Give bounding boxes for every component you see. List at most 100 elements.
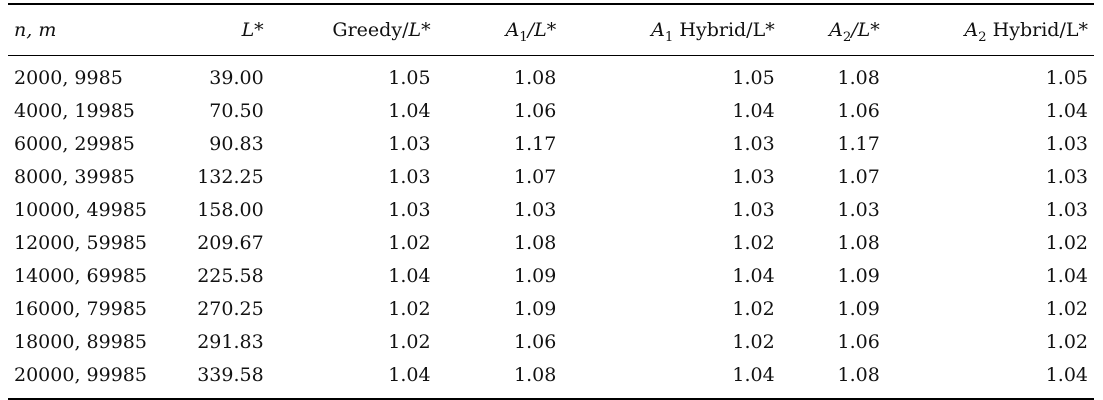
header-a1h-var: A	[651, 19, 665, 41]
cell-a2: 1.07	[837, 166, 880, 188]
cell-l-star: 291.83	[197, 331, 264, 353]
header-row: n, m L* Greedy/L* A1/L* A1 Hybrid/L* A2/…	[8, 4, 1094, 56]
cell-greedy: 1.02	[388, 232, 431, 254]
cell-n-m: 2000, 9985	[14, 67, 123, 89]
cell-a2-hybrid: 1.02	[1045, 232, 1088, 254]
cell-a1: 1.08	[513, 364, 557, 386]
cell-l-star: 225.58	[197, 265, 264, 287]
header-a2-ratio: A2/L*	[781, 4, 886, 56]
cell-a2-hybrid: 1.03	[1045, 133, 1088, 155]
header-greedy-ratio: Greedy/L*	[270, 4, 437, 56]
cell-a1: 1.17	[513, 133, 557, 155]
cell-l-star: 209.67	[197, 232, 264, 254]
cell-l-star: 70.50	[209, 100, 264, 122]
table-row: 14000, 69985 225.58 1.04 1.09 1.04 1.09 …	[8, 260, 1094, 293]
table-row: 20000, 99985 339.58 1.04 1.08 1.04 1.08 …	[8, 359, 1094, 399]
cell-greedy: 1.03	[388, 133, 431, 155]
header-a2-var: A	[829, 19, 843, 41]
cell-a2-hybrid: 1.02	[1045, 298, 1088, 320]
cell-greedy: 1.02	[388, 331, 431, 353]
cell-n-m: 8000, 39985	[14, 166, 135, 188]
cell-a1: 1.08	[513, 232, 557, 254]
cell-greedy: 1.02	[388, 298, 431, 320]
cell-a1-hybrid: 1.04	[732, 265, 775, 287]
cell-n-m: 12000, 59985	[14, 232, 147, 254]
table-row: 12000, 59985 209.67 1.02 1.08 1.02 1.08 …	[8, 227, 1094, 260]
cell-a2-hybrid: 1.04	[1045, 265, 1088, 287]
cell-l-star: 158.00	[197, 199, 264, 221]
cell-n-m: 4000, 19985	[14, 100, 135, 122]
cell-n-m: 14000, 69985	[14, 265, 147, 287]
cell-n-m: 6000, 29985	[14, 133, 135, 155]
cell-a1: 1.09	[513, 298, 557, 320]
cell-n-m: 10000, 49985	[14, 199, 147, 221]
cell-l-star: 132.25	[197, 166, 264, 188]
cell-a1: 1.06	[513, 331, 557, 353]
cell-a1: 1.09	[513, 265, 557, 287]
cell-a2: 1.08	[837, 67, 880, 89]
cell-a1: 1.08	[513, 67, 557, 89]
cell-a2-hybrid: 1.02	[1045, 331, 1088, 353]
cell-l-star: 270.25	[197, 298, 264, 320]
cell-greedy: 1.03	[388, 199, 431, 221]
cell-greedy: 1.04	[388, 265, 431, 287]
cell-a2: 1.09	[837, 265, 880, 287]
cell-a2: 1.06	[837, 100, 880, 122]
header-l-star: L*	[159, 4, 269, 56]
table-row: 18000, 89985 291.83 1.02 1.06 1.02 1.06 …	[8, 326, 1094, 359]
table-row: 4000, 19985 70.50 1.04 1.06 1.04 1.06 1.…	[8, 95, 1094, 128]
table-row: 2000, 9985 39.00 1.05 1.08 1.05 1.08 1.0…	[8, 56, 1094, 96]
cell-greedy: 1.04	[388, 100, 431, 122]
cell-n-m: 16000, 79985	[14, 298, 147, 320]
cell-a2-hybrid: 1.03	[1045, 199, 1088, 221]
cell-a2: 1.08	[837, 364, 880, 386]
cell-a1-hybrid: 1.03	[732, 166, 775, 188]
table-row: 10000, 49985 158.00 1.03 1.03 1.03 1.03 …	[8, 194, 1094, 227]
cell-a1-hybrid: 1.04	[732, 100, 775, 122]
cell-a2-hybrid: 1.04	[1045, 100, 1088, 122]
header-l-star-text: L*	[241, 19, 264, 41]
cell-l-star: 39.00	[209, 67, 264, 89]
cell-greedy: 1.03	[388, 166, 431, 188]
header-a1-sub: 1	[519, 29, 528, 45]
cell-a1-hybrid: 1.05	[732, 67, 775, 89]
table-row: 8000, 39985 132.25 1.03 1.07 1.03 1.07 1…	[8, 161, 1094, 194]
cell-a2-hybrid: 1.03	[1045, 166, 1088, 188]
header-greedy-suffix: L*	[408, 19, 431, 41]
table-header: n, m L* Greedy/L* A1/L* A1 Hybrid/L* A2/…	[8, 4, 1094, 56]
header-a1-ratio: A1/L*	[437, 4, 563, 56]
cell-a2: 1.06	[837, 331, 880, 353]
results-table: n, m L* Greedy/L* A1/L* A1 Hybrid/L* A2/…	[8, 3, 1094, 400]
table-row: 16000, 79985 270.25 1.02 1.09 1.02 1.09 …	[8, 293, 1094, 326]
cell-a1: 1.07	[513, 166, 557, 188]
header-a2-sub: 2	[842, 29, 852, 45]
header-a2-hybrid-ratio: A2 Hybrid/L*	[886, 4, 1094, 56]
cell-greedy: 1.04	[388, 364, 431, 386]
cell-a1-hybrid: 1.04	[732, 364, 775, 386]
cell-a2-hybrid: 1.04	[1045, 364, 1088, 386]
cell-l-star: 90.83	[209, 133, 264, 155]
header-a2h-suffix: Hybrid/L*	[986, 19, 1088, 41]
table-row: 6000, 29985 90.83 1.03 1.17 1.03 1.17 1.…	[8, 128, 1094, 161]
table-body: 2000, 9985 39.00 1.05 1.08 1.05 1.08 1.0…	[8, 56, 1094, 399]
cell-a2: 1.03	[837, 199, 880, 221]
header-n-m: n, m	[8, 4, 159, 56]
cell-a2-hybrid: 1.05	[1045, 67, 1088, 89]
header-a1-hybrid-ratio: A1 Hybrid/L*	[562, 4, 780, 56]
cell-a2: 1.08	[837, 232, 880, 254]
header-a2h-sub: 2	[978, 29, 987, 45]
header-a1h-sub: 1	[664, 29, 674, 45]
cell-a1-hybrid: 1.02	[732, 232, 775, 254]
cell-a1: 1.03	[513, 199, 557, 221]
cell-l-star: 339.58	[197, 364, 264, 386]
cell-n-m: 20000, 99985	[14, 364, 147, 386]
header-a2h-var: A	[964, 19, 979, 41]
cell-a2: 1.17	[837, 133, 880, 155]
cell-a1-hybrid: 1.02	[732, 298, 775, 320]
cell-a1: 1.06	[513, 100, 557, 122]
header-a1-suffix: /L*	[527, 19, 557, 41]
header-a1-var: A	[505, 19, 520, 41]
cell-a1-hybrid: 1.02	[732, 331, 775, 353]
header-a2-suffix: /L*	[851, 19, 880, 41]
